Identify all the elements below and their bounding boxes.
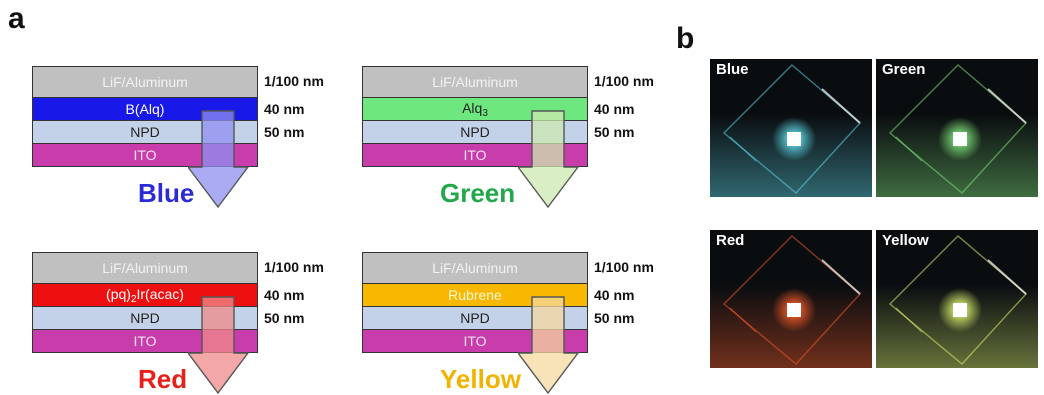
layer-label: NPD bbox=[130, 124, 160, 140]
layer-label: NPD bbox=[460, 124, 490, 140]
layer-stack: LiF/Aluminum B(Alq) NPD ITO bbox=[32, 66, 258, 167]
photo-green: Green bbox=[876, 59, 1038, 197]
layer-thickness: 50 nm bbox=[264, 124, 305, 140]
layer-label: Alq3 bbox=[462, 99, 488, 119]
device-photo bbox=[876, 59, 1038, 197]
photo-blue: Blue bbox=[710, 59, 872, 197]
photo-label: Red bbox=[716, 232, 745, 249]
photo-label: Yellow bbox=[882, 232, 929, 249]
layer-label: LiF/Aluminum bbox=[102, 260, 188, 276]
layer-thickness: 50 nm bbox=[264, 310, 305, 326]
layer-label: ITO bbox=[463, 147, 487, 163]
layer-label: LiF/Aluminum bbox=[432, 260, 518, 276]
layer-top: LiF/Aluminum bbox=[32, 66, 258, 98]
layer-label: LiF/Aluminum bbox=[432, 74, 518, 90]
emission-color-label: Yellow bbox=[440, 364, 521, 394]
panel-a-letter: a bbox=[8, 2, 25, 35]
layer-thickness: 40 nm bbox=[594, 287, 635, 303]
layer-label: ITO bbox=[133, 147, 157, 163]
layer-top: LiF/Aluminum bbox=[362, 252, 588, 284]
layer-thickness: 50 nm bbox=[594, 310, 635, 326]
layer-label: Rubrene bbox=[448, 287, 502, 303]
emission-arrow bbox=[518, 110, 580, 209]
photo-red: Red bbox=[710, 230, 872, 368]
layer-label: ITO bbox=[133, 333, 157, 349]
photo-label: Green bbox=[882, 61, 926, 78]
layer-thickness: 50 nm bbox=[594, 124, 635, 140]
layer-thickness: 1/100 nm bbox=[264, 259, 324, 275]
layer-label: NPD bbox=[460, 310, 490, 326]
layer-thickness: 40 nm bbox=[264, 101, 305, 117]
layer-thickness: 40 nm bbox=[264, 287, 305, 303]
layer-top: LiF/Aluminum bbox=[32, 252, 258, 284]
photo-label: Blue bbox=[716, 61, 749, 78]
layer-label: LiF/Aluminum bbox=[102, 74, 188, 90]
device-photo bbox=[876, 230, 1038, 368]
layer-label: (pq)2Ir(acac) bbox=[106, 285, 184, 305]
device-photo bbox=[710, 230, 872, 368]
layer-label: B(Alq) bbox=[125, 101, 165, 117]
emission-color-label: Blue bbox=[138, 178, 195, 208]
emission-color-label: Red bbox=[138, 364, 188, 394]
device-red: 1/100 nm 40 nm 50 nm LiF/Aluminum (pq)2Ir(ac… bbox=[32, 252, 362, 395]
photo-yellow: Yellow bbox=[876, 230, 1038, 368]
layer-thickness: 1/100 nm bbox=[264, 73, 324, 89]
layer-label: NPD bbox=[130, 310, 160, 326]
device-blue: 1/100 nm 40 nm 50 nm LiF/Aluminum B(Alq) NPD I… bbox=[32, 66, 362, 209]
emission-color-label: Green bbox=[440, 178, 516, 208]
emission-arrow bbox=[518, 296, 580, 395]
emission-arrow bbox=[188, 110, 250, 209]
layer-label: ITO bbox=[463, 333, 487, 349]
layer-top: LiF/Aluminum bbox=[362, 66, 588, 98]
layer-thickness: 1/100 nm bbox=[594, 73, 654, 89]
layer-thickness: 1/100 nm bbox=[594, 259, 654, 275]
device-photo bbox=[710, 59, 872, 197]
emission-arrow bbox=[188, 296, 250, 395]
layer-thickness: 40 nm bbox=[594, 101, 635, 117]
panel-b-letter: b bbox=[676, 22, 695, 55]
device-green: 1/100 nm 40 nm 50 nm LiF/Aluminum Alq3 NPD ITO… bbox=[362, 66, 692, 209]
device-yellow: 1/100 nm 40 nm 50 nm LiF/Aluminum Rubrene NPD… bbox=[362, 252, 692, 395]
